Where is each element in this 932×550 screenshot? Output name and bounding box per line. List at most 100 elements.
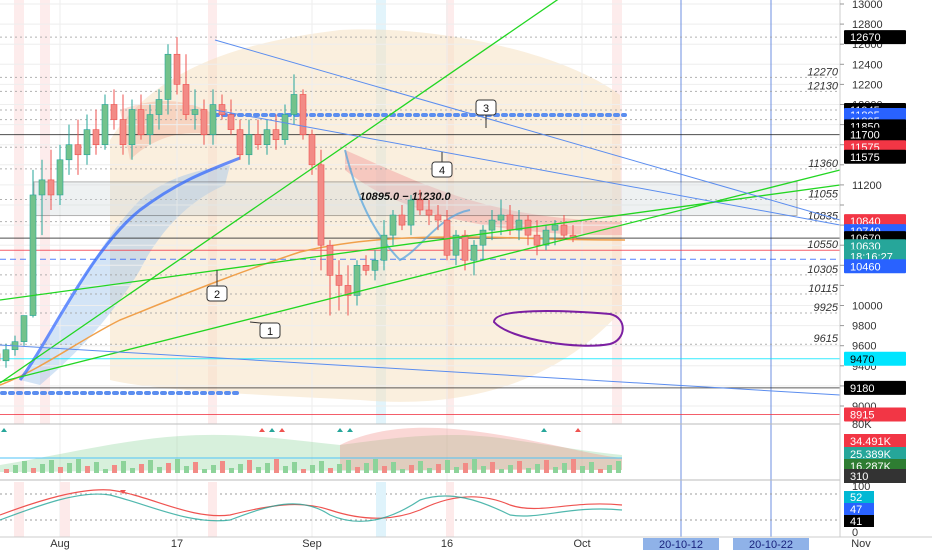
candle-body[interactable] [218,104,226,115]
candle-body[interactable] [290,94,298,115]
level-label: 10115 [808,283,839,295]
candle-body[interactable] [74,144,82,156]
candle-body[interactable] [542,229,550,246]
candle-body[interactable] [272,129,280,140]
candle-body[interactable] [470,244,478,261]
candle-body[interactable] [92,129,100,145]
candle-body[interactable] [191,109,199,115]
candles-layer[interactable] [0,37,577,394]
trendline-blue[interactable] [0,344,841,396]
candle-body[interactable] [533,234,541,246]
candle-body[interactable] [173,53,181,85]
candle-body[interactable] [479,229,487,246]
volume-bar [229,468,234,473]
candle-body[interactable] [353,264,361,296]
callout-box[interactable] [206,285,228,302]
volume-bar [76,459,81,473]
candle-body[interactable] [497,214,505,221]
candle-body[interactable] [38,179,46,196]
range-box-label: 10895.0 − 11230.0 [359,191,451,203]
trendline-green[interactable] [0,184,841,301]
candle-body[interactable] [65,144,73,161]
callout-label-4: 4 [439,165,445,177]
candle-body[interactable] [299,94,307,135]
axis-tick-label: 13000 [852,0,883,11]
purple-ellipse[interactable] [492,310,624,347]
candle-body[interactable] [155,99,163,115]
candle-body[interactable] [407,199,415,226]
volume-bar [247,460,252,473]
candle-body[interactable] [344,285,352,296]
callout-box[interactable] [431,161,453,178]
time-axis[interactable]: Aug 17 Sep 16 Oct Nov 20-10-12 20-10-22 [0,536,932,550]
candle-body[interactable] [182,84,190,115]
candle-body[interactable] [488,219,496,231]
candle-body[interactable] [443,219,451,256]
candle-body[interactable] [452,234,460,256]
volume-bar [328,468,333,473]
osc-band [14,482,24,540]
candle-body[interactable] [164,53,172,100]
candle-body[interactable] [56,159,64,196]
candle-body[interactable] [326,244,334,276]
candle-body[interactable] [227,114,235,130]
candle-body[interactable] [362,264,370,271]
candle-body[interactable] [47,179,55,196]
candle-body[interactable] [308,134,316,166]
candle-body[interactable] [506,214,514,231]
candle-body[interactable] [110,104,118,120]
candle-body[interactable] [560,224,568,236]
time-axis-label: Sep [302,538,322,550]
osc-badge-label: 52 [850,492,862,504]
candle-body[interactable] [371,259,379,271]
candle-body[interactable] [200,109,208,135]
candle-body[interactable] [101,104,109,146]
callout-box[interactable] [475,99,497,116]
price-badge-label: 9470 [850,354,874,366]
candle-body[interactable] [236,129,244,156]
ma-lightblue [344,149,471,262]
candle-body[interactable] [335,275,343,286]
candle-body[interactable] [20,315,28,342]
candle-body[interactable] [209,104,217,135]
candle-body[interactable] [29,194,37,316]
volume-bar [418,461,423,473]
trendline-blue[interactable] [214,109,841,226]
candle-body[interactable] [416,199,424,211]
candle-body[interactable] [2,349,10,362]
candle-body[interactable] [119,119,127,145]
candle-body[interactable] [128,109,136,146]
candle-body[interactable] [281,114,289,140]
candle-body[interactable] [434,214,442,221]
callout-box[interactable] [259,322,281,339]
candle-body[interactable] [425,209,433,216]
price-badge-label: 8915 [850,410,874,422]
candle-body[interactable] [254,134,262,145]
candle-body[interactable] [515,219,523,231]
osc-line [0,493,623,522]
candle-body[interactable] [389,214,397,236]
price-axis[interactable]: 9000940096009800100001120012000122001240… [839,0,932,540]
osc-band [60,482,70,540]
candle-body[interactable] [551,224,559,231]
volume-badge-label: 310 [850,471,868,483]
candle-body[interactable] [461,234,469,261]
level-label: 12130 [807,80,838,92]
volume-bar [94,462,99,473]
volume-bar [616,461,621,473]
candle-body[interactable] [83,129,91,156]
volume-bar [274,459,279,473]
trendline-green[interactable] [0,169,841,383]
signal-marker [1,428,7,432]
candle-body[interactable] [245,134,253,156]
candle-body[interactable] [317,164,325,246]
candle-body[interactable] [263,129,271,145]
candle-body[interactable] [398,214,406,226]
candle-body[interactable] [137,109,145,135]
candle-body[interactable] [146,114,154,135]
trendline-blue[interactable] [214,39,841,221]
drawings-layer[interactable]: 1 2 3 4 [0,0,841,396]
trendline-green[interactable] [0,0,560,384]
volume-bar [220,461,225,473]
